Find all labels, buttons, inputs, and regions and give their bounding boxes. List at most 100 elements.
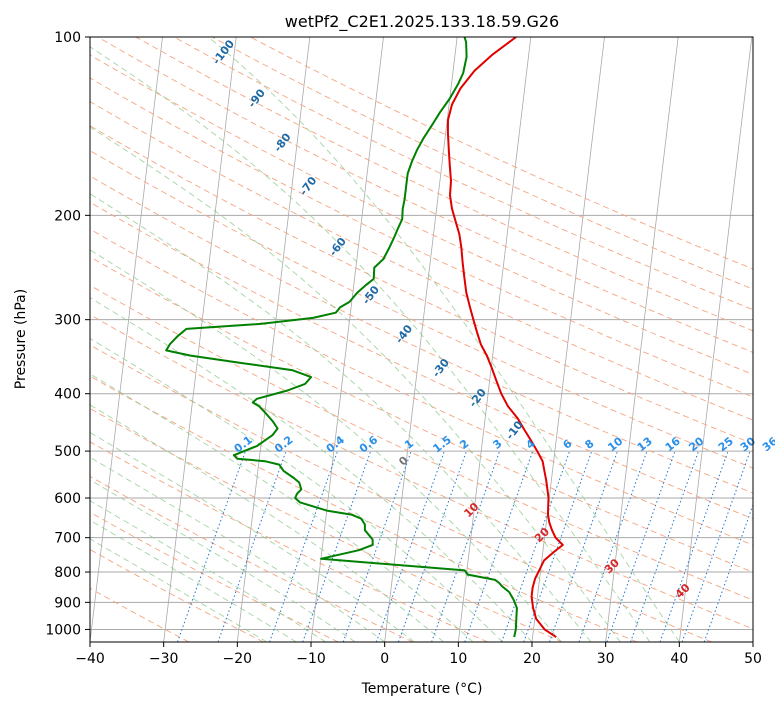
mixing-ratio-line — [431, 450, 501, 642]
dry-adiabat-line — [97, 37, 753, 353]
mixing-ratio-label: 3 — [490, 437, 504, 452]
moist-adiabat-line — [90, 193, 592, 642]
background-lines — [90, 37, 753, 642]
y-axis-label: Pressure (hPa) — [13, 289, 29, 389]
moist-adiabat-line — [90, 126, 621, 642]
isotherm-label: 20 — [532, 525, 552, 545]
isotherm-line — [531, 37, 605, 642]
dry-adiabat-line — [90, 175, 753, 494]
dry-adiabat-line — [250, 37, 753, 270]
isotherm-line — [310, 37, 384, 642]
mixing-ratio-line — [549, 450, 618, 642]
mixing-ratio-label: 8 — [583, 437, 597, 452]
y-tick-label: 700 — [54, 531, 81, 547]
y-tick-label: 800 — [54, 565, 81, 581]
isotherm-label: 30 — [602, 556, 622, 576]
y-tick-label: 400 — [54, 387, 81, 403]
mixing-ratio-line — [375, 450, 445, 642]
isotherm-line — [163, 37, 237, 642]
dry-adiabat-label: -20 — [466, 386, 489, 410]
x-tick-label: 0 — [380, 651, 389, 667]
moist-adiabat-line — [90, 500, 326, 642]
x-axis-label: Temperature (°C) — [361, 681, 483, 697]
mixing-ratio-line — [630, 450, 699, 642]
y-tick-label: 900 — [54, 595, 81, 611]
dry-adiabat-label: -90 — [245, 86, 268, 110]
dry-adiabat-line — [90, 441, 488, 642]
axis-ticks: −40 −30 −20 −10 0 10 20 30 40 5010020030040050060… — [45, 30, 762, 667]
dry-adiabat-line — [90, 548, 264, 642]
dry-adiabat-label: -30 — [430, 356, 453, 380]
x-tick-label: 30 — [597, 651, 615, 667]
x-tick-label: 20 — [523, 651, 541, 667]
moist-adiabat-line — [90, 46, 651, 642]
dry-adiabat-line — [90, 101, 753, 421]
x-tick-label: −10 — [296, 651, 326, 667]
mixing-ratio-line — [606, 450, 676, 642]
dry-adiabat-line — [90, 150, 753, 469]
y-tick-label: 600 — [54, 491, 81, 507]
isotherm-line — [605, 37, 679, 642]
y-tick-label: 300 — [54, 313, 81, 329]
dry-adiabat-line — [90, 344, 712, 642]
moist-adiabat-line — [90, 538, 268, 642]
dry-adiabat-label: -80 — [271, 130, 294, 154]
y-tick-label: 500 — [54, 444, 81, 460]
mixing-ratio-line — [464, 450, 534, 642]
y-tick-label: 100 — [54, 30, 81, 46]
isotherm-line — [90, 37, 163, 642]
dry-adiabat-line — [173, 37, 753, 311]
mixing-ratio-label: 36 — [760, 434, 775, 454]
moist-adiabat-line — [90, 297, 533, 642]
moist-adiabat-line — [90, 431, 415, 642]
isotherm-line — [752, 638, 753, 642]
mixing-ratio-line — [703, 503, 753, 642]
dry-adiabat-line — [135, 37, 753, 332]
mixing-ratio-line — [177, 450, 246, 642]
mixing-ratio-label: 1.5 — [431, 433, 454, 455]
moist-adiabat-line — [90, 249, 562, 642]
dry-adiabat-line — [90, 201, 753, 520]
moist-adiabat-line — [208, 37, 680, 642]
mixing-ratio-line — [523, 450, 593, 642]
isotherm-label: 0 — [396, 454, 411, 469]
dry-adiabat-line — [90, 77, 753, 398]
dry-adiabat-line — [90, 511, 339, 642]
plot-frame — [89, 36, 754, 643]
dry-adiabat-line — [90, 125, 753, 445]
mixing-ratio-line — [578, 450, 648, 642]
x-tick-label: −30 — [149, 651, 179, 667]
mixing-ratio-line — [269, 450, 339, 642]
temperature-line — [446, 37, 564, 638]
mixing-ratio-line — [659, 450, 729, 642]
mixing-ratio-line — [302, 450, 372, 642]
mixing-ratio-label: 6 — [560, 437, 574, 452]
dry-adiabat-line — [90, 407, 563, 642]
x-tick-label: 50 — [744, 651, 762, 667]
dewpoint-line — [165, 37, 518, 638]
profile-lines — [165, 37, 564, 638]
isotherm-label: 10 — [461, 500, 481, 520]
mixing-ratio-line — [681, 450, 751, 642]
mixing-ratio-label: 0.2 — [272, 433, 295, 455]
mixing-ratio-line — [217, 450, 287, 642]
y-tick-label: 200 — [54, 208, 81, 224]
isotherm-label: 40 — [673, 581, 693, 601]
mixing-ratio-label: 0.4 — [324, 433, 348, 455]
x-tick-label: −40 — [75, 651, 105, 667]
moist-adiabat-line — [90, 404, 444, 642]
x-tick-label: 10 — [449, 651, 467, 667]
mixing-ratio-line — [501, 450, 571, 642]
mixing-ratio-line — [342, 450, 412, 642]
isotherm-line — [236, 37, 311, 642]
x-tick-label: −20 — [223, 651, 253, 667]
mixing-ratio-label: 0.1 — [232, 433, 255, 455]
mixing-ratio-line — [398, 450, 467, 642]
moist-adiabat-line — [90, 519, 297, 642]
isotherm-line — [457, 37, 532, 642]
dry-adiabat-line — [90, 375, 638, 642]
dry-adiabat-line — [90, 475, 414, 642]
dry-adiabat-line — [90, 256, 753, 573]
y-tick-label: 1000 — [45, 622, 81, 638]
